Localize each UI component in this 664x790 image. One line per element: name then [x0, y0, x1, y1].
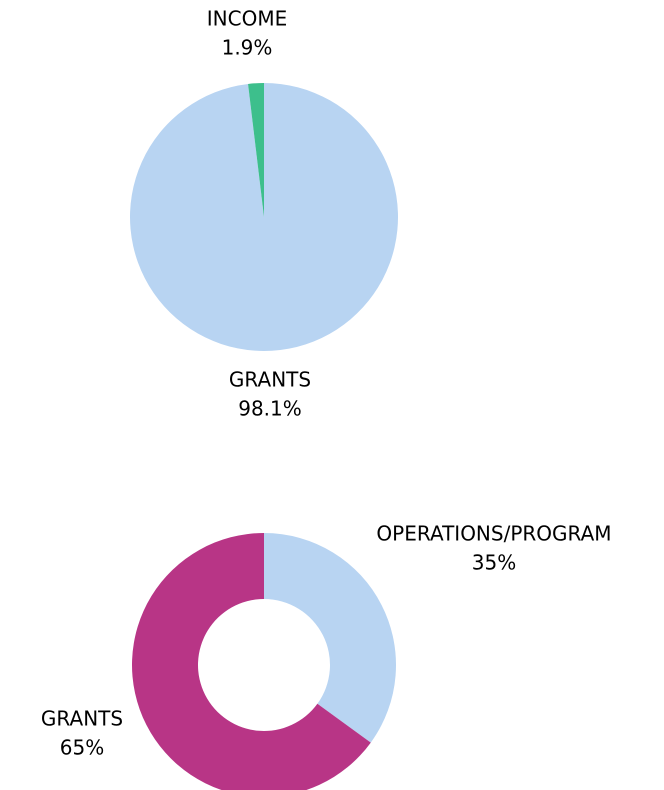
slice-label: INCOME — [207, 7, 287, 31]
slice-value-label: 35% — [472, 551, 516, 575]
slice-value-label: 65% — [60, 736, 104, 760]
slice-label: GRANTS — [41, 707, 123, 731]
slice — [248, 83, 264, 217]
slice-value-label: 98.1% — [238, 397, 302, 421]
slice — [264, 533, 397, 743]
slice-label: GRANTS — [229, 368, 311, 392]
slice — [132, 533, 371, 790]
slice-value-label: 1.9% — [222, 36, 273, 60]
slice-label: OPERATIONS/PROGRAM — [376, 522, 611, 546]
